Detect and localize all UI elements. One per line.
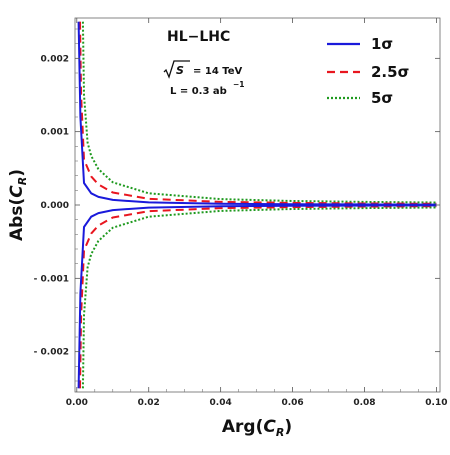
annotation-lumi: L = 0.3 ab [170, 86, 227, 97]
x-tick-label: 0.02 [138, 398, 160, 408]
annotation-title: HL−LHC [167, 29, 230, 45]
x-axis-label: Arg(CR) [222, 417, 292, 439]
series-line-5sigma-lower [81, 206, 437, 389]
y-tick-label: 0.002 [41, 54, 69, 64]
series-line-2p5sigma-lower [79, 205, 437, 389]
legend: 1σ 2.5σ 5σ [327, 35, 409, 107]
x-tick-label: 0.10 [425, 398, 447, 408]
series-line-1sigma-upper [77, 21, 437, 206]
y-tick-label: 0.001 [41, 128, 69, 138]
y-tick-label: 0.000 [41, 201, 69, 211]
curves-group [77, 21, 437, 389]
legend-label-2p5sigma: 2.5σ [371, 63, 409, 81]
y-tick-label: - 0.002 [34, 348, 69, 358]
legend-label-5sigma: 5σ [371, 89, 393, 107]
x-tick-label: 0.04 [210, 398, 232, 408]
x-tick-label: 0.08 [353, 398, 375, 408]
x-tick-label: 0.06 [281, 398, 303, 408]
sqrt-symbol [163, 60, 190, 79]
y-axis-label: Abs(CR) [7, 169, 29, 241]
legend-label-1sigma: 1σ [371, 35, 393, 53]
annotation-lumi-exponent: −1 [233, 80, 245, 89]
series-line-5sigma-upper [81, 21, 437, 204]
series-line-1sigma-lower [77, 204, 437, 389]
annotation-energy-value: = 14 TeV [193, 66, 243, 77]
annotation-energy-symbol: S [176, 64, 184, 77]
series-line-2p5sigma-upper [79, 21, 437, 205]
y-tick-label: - 0.001 [34, 274, 69, 284]
ticks-group: 0.00 0.02 0.04 0.06 0.08 0.10 0.002 0.001 0.000 -… [34, 18, 448, 408]
x-tick-label: 0.00 [66, 398, 88, 408]
